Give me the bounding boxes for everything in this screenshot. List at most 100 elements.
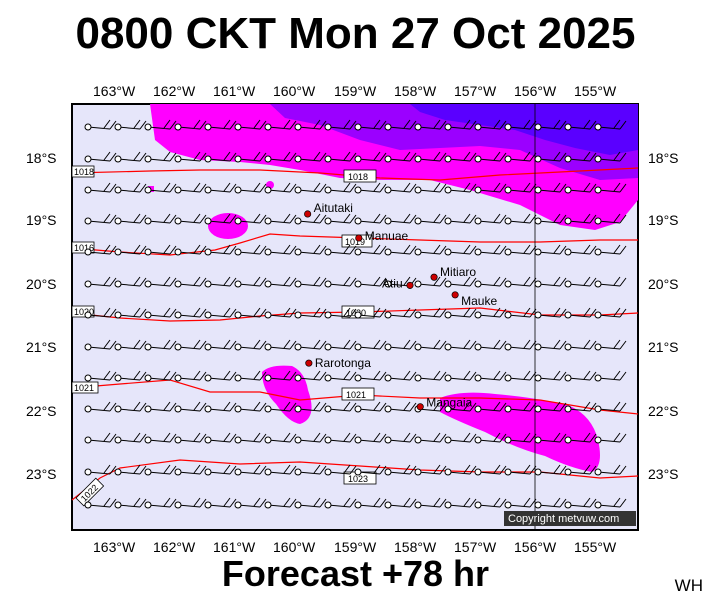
wind-barb bbox=[594, 182, 627, 194]
wind-barb bbox=[354, 307, 387, 319]
lon-label: 162°W bbox=[153, 83, 196, 99]
wind-barb bbox=[114, 339, 147, 351]
lat-label: 20°S bbox=[26, 276, 57, 292]
wind-barb bbox=[354, 182, 387, 194]
svg-text:1016: 1016 bbox=[74, 243, 94, 253]
wind-barb bbox=[564, 339, 597, 351]
wind-barb bbox=[174, 464, 207, 476]
wind-barb bbox=[144, 370, 177, 382]
copyright-text: Copyright metvuw.com bbox=[508, 513, 619, 525]
wind-barb bbox=[174, 432, 207, 444]
wind-barb bbox=[354, 213, 387, 225]
wind-barb bbox=[504, 370, 537, 382]
wind-barb bbox=[264, 497, 297, 509]
wind-barb bbox=[474, 464, 507, 476]
wind-barb bbox=[234, 151, 267, 163]
lat-labels-right: 18°S 19°S 20°S 21°S 22°S 23°S bbox=[648, 150, 679, 482]
rain-area-north-heaviest bbox=[410, 104, 638, 155]
wind-barb bbox=[84, 464, 117, 476]
wind-barb bbox=[414, 370, 447, 382]
wind-barb bbox=[294, 432, 327, 444]
lat-label: 18°S bbox=[648, 150, 679, 166]
wind-barb bbox=[354, 370, 387, 382]
lon-label: 163°W bbox=[93, 83, 136, 99]
wind-barb bbox=[84, 244, 117, 256]
isobar-1021 bbox=[71, 379, 639, 415]
wind-barb bbox=[474, 370, 507, 382]
wind-barb bbox=[204, 370, 237, 382]
wind-barb bbox=[114, 432, 147, 444]
lon-label: 162°W bbox=[153, 539, 196, 555]
isobar-label: 1016 bbox=[71, 241, 95, 254]
lon-label: 159°W bbox=[334, 539, 377, 555]
chart-title: 0800 CKT Mon 27 Oct 2025 bbox=[75, 9, 636, 58]
wind-barb bbox=[504, 401, 537, 413]
place-dot bbox=[451, 291, 459, 299]
wind-barb bbox=[534, 213, 567, 225]
wind-barb bbox=[594, 119, 627, 131]
wind-barb bbox=[264, 307, 297, 319]
wind-barb bbox=[264, 401, 297, 413]
wind-barb bbox=[474, 213, 507, 225]
place-marker: Aitutaki bbox=[304, 201, 353, 218]
place-label: Rarotonga bbox=[315, 356, 371, 370]
lon-label: 158°W bbox=[394, 539, 437, 555]
lat-label: 23°S bbox=[26, 466, 57, 482]
lon-label: 159°W bbox=[334, 83, 377, 99]
place-marker: Mitiaro bbox=[430, 265, 476, 281]
wind-barb bbox=[474, 276, 507, 288]
wind-barb bbox=[234, 213, 267, 225]
wind-barb bbox=[264, 464, 297, 476]
wind-barbs bbox=[84, 119, 627, 509]
wind-barb bbox=[564, 119, 597, 131]
wind-barb bbox=[84, 213, 117, 225]
wind-barb bbox=[114, 276, 147, 288]
wind-barb bbox=[354, 497, 387, 509]
lat-labels-left: 18°S 19°S 20°S 21°S 22°S 23°S bbox=[26, 150, 57, 482]
wind-barb bbox=[564, 307, 597, 319]
wind-barb bbox=[264, 213, 297, 225]
wind-barb bbox=[564, 213, 597, 225]
svg-text:1018: 1018 bbox=[348, 172, 368, 182]
wind-barb bbox=[294, 307, 327, 319]
lon-label: 161°W bbox=[213, 539, 256, 555]
wind-barb bbox=[294, 464, 327, 476]
wind-barb bbox=[594, 401, 627, 413]
wind-barb bbox=[594, 432, 627, 444]
svg-text:1020: 1020 bbox=[74, 307, 94, 317]
wind-barb bbox=[594, 307, 627, 319]
wind-barb bbox=[504, 276, 537, 288]
wind-barb bbox=[174, 276, 207, 288]
wind-barb bbox=[564, 432, 597, 444]
wind-barb bbox=[474, 339, 507, 351]
wind-barb bbox=[204, 182, 237, 194]
svg-text:1018: 1018 bbox=[74, 167, 94, 177]
wind-barb bbox=[384, 244, 417, 256]
wind-barb bbox=[534, 182, 567, 194]
lon-labels-top: 163°W 162°W 161°W 160°W 159°W 158°W 157°… bbox=[93, 83, 617, 99]
wind-barb bbox=[384, 401, 417, 413]
lon-label: 163°W bbox=[93, 539, 136, 555]
wind-barb bbox=[174, 401, 207, 413]
wind-barb bbox=[204, 432, 237, 444]
place-label: Mitiaro bbox=[440, 265, 476, 279]
wind-barb bbox=[534, 432, 567, 444]
wind-barb bbox=[324, 307, 357, 319]
wind-barb bbox=[114, 497, 147, 509]
isobar-label: 1021 bbox=[71, 381, 99, 394]
wind-barb bbox=[414, 464, 447, 476]
wind-barb bbox=[594, 497, 627, 509]
wind-barb bbox=[414, 119, 447, 131]
lat-label: 18°S bbox=[26, 150, 57, 166]
wind-barb bbox=[174, 213, 207, 225]
lon-label: 160°W bbox=[273, 539, 316, 555]
wind-barb bbox=[264, 370, 297, 382]
wind-barb bbox=[84, 339, 117, 351]
wind-barb bbox=[564, 244, 597, 256]
lon-label: 157°W bbox=[454, 539, 497, 555]
wind-barb bbox=[534, 370, 567, 382]
wind-barb bbox=[474, 151, 507, 163]
wind-barb bbox=[114, 464, 147, 476]
wind-barb bbox=[294, 276, 327, 288]
place-marker: Rarotonga bbox=[305, 356, 371, 370]
